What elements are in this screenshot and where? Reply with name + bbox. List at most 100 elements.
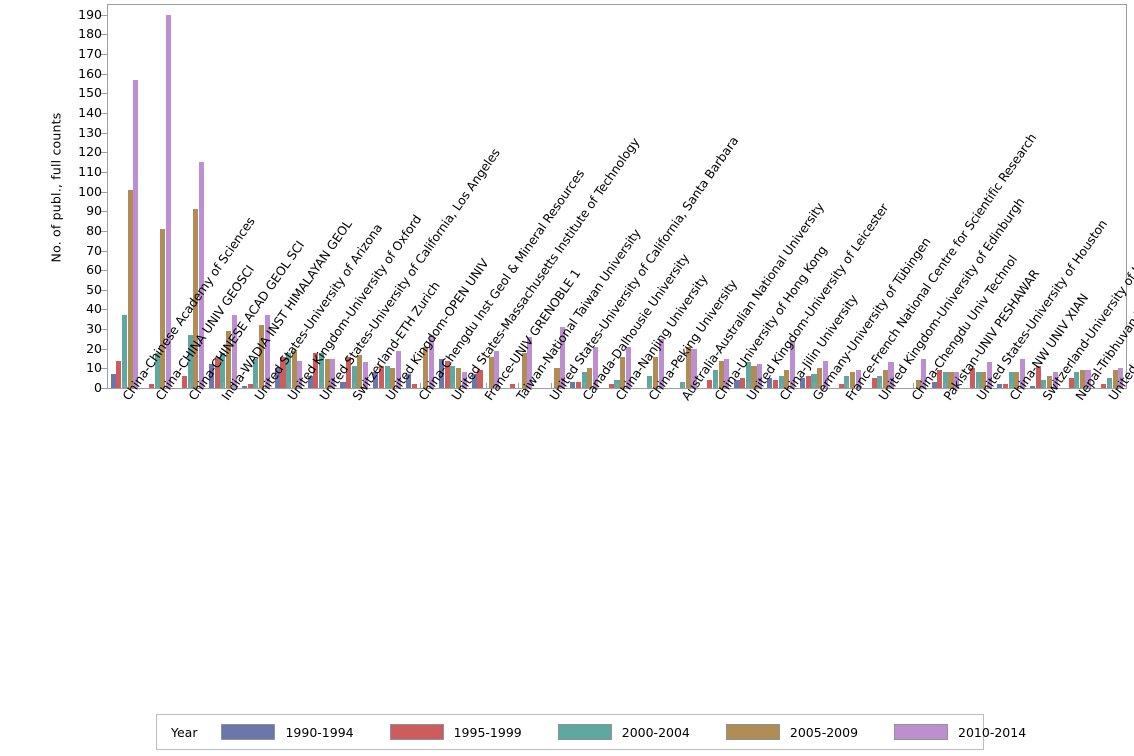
bar xyxy=(521,352,527,388)
bar-group xyxy=(1027,5,1060,388)
bar xyxy=(461,372,467,388)
bar xyxy=(778,376,784,388)
bar xyxy=(614,380,620,388)
bar xyxy=(220,352,226,388)
y-tick-mark xyxy=(101,270,107,272)
bar xyxy=(745,362,751,388)
legend-entry[interactable]: 2005-2009 xyxy=(725,724,859,740)
bar xyxy=(241,386,247,388)
x-tick-mark xyxy=(879,383,881,388)
bar xyxy=(817,368,823,388)
bar xyxy=(942,372,948,388)
bar-group xyxy=(633,5,666,388)
bar xyxy=(620,356,626,388)
legend-entry[interactable]: 1990-1994 xyxy=(221,724,354,740)
bar xyxy=(718,360,724,388)
bar xyxy=(937,370,943,388)
y-tick-label: 170 xyxy=(78,45,102,61)
y-tick-mark xyxy=(101,388,107,389)
bar xyxy=(346,356,352,388)
bar xyxy=(981,372,987,388)
y-tick-mark xyxy=(101,289,107,291)
bar xyxy=(1041,380,1047,388)
y-tick-mark xyxy=(101,93,107,95)
x-tick-mark xyxy=(715,383,717,388)
y-tick-label: 150 xyxy=(78,85,102,101)
bar xyxy=(231,315,237,388)
legend-swatch xyxy=(725,724,780,740)
bar xyxy=(1052,372,1058,388)
bar xyxy=(784,370,790,388)
bar xyxy=(121,315,127,388)
bar xyxy=(1112,370,1118,388)
legend-title: Year xyxy=(171,724,198,740)
y-tick-label: 130 xyxy=(78,124,102,140)
y-tick-label: 180 xyxy=(78,26,102,42)
bar-group xyxy=(666,5,699,388)
bar xyxy=(554,368,560,388)
y-tick-mark xyxy=(101,191,107,193)
bar xyxy=(800,378,806,388)
y-tick-mark xyxy=(101,152,107,154)
bar xyxy=(318,352,324,388)
bar xyxy=(625,346,631,388)
y-tick-label: 140 xyxy=(78,104,102,120)
y-tick-label: 190 xyxy=(78,6,102,22)
legend-label: 2005-2009 xyxy=(789,724,859,740)
bar xyxy=(390,368,396,388)
bar xyxy=(1079,370,1085,388)
y-tick-mark xyxy=(101,348,107,350)
bar xyxy=(757,364,763,388)
x-tick-mark xyxy=(846,383,848,388)
x-tick-mark xyxy=(124,383,126,388)
bar xyxy=(1008,372,1014,388)
bar xyxy=(357,354,363,388)
x-tick-mark xyxy=(945,383,947,388)
y-tick-label: 30 xyxy=(86,320,102,336)
bar xyxy=(384,366,390,388)
legend-entry[interactable]: 2010-2014 xyxy=(894,724,1026,740)
y-tick-label: 160 xyxy=(78,65,102,81)
bar-group xyxy=(239,5,272,388)
bar xyxy=(209,364,215,388)
legend-swatch xyxy=(894,724,949,740)
y-tick-mark xyxy=(101,113,107,115)
x-tick-mark xyxy=(1076,383,1078,388)
bar xyxy=(181,376,187,388)
bar xyxy=(1046,376,1053,388)
x-tick-mark xyxy=(222,383,224,388)
y-tick-mark xyxy=(101,73,107,75)
bar xyxy=(915,380,921,388)
bar xyxy=(647,376,653,388)
x-tick-mark xyxy=(781,383,783,388)
bar xyxy=(931,382,937,388)
legend-swatch xyxy=(221,724,276,740)
bar xyxy=(805,376,811,388)
bar xyxy=(724,358,730,388)
bar-group xyxy=(699,5,732,388)
y-tick-label: 90 xyxy=(86,202,102,218)
bar xyxy=(165,14,172,388)
bar xyxy=(1019,358,1025,388)
bar xyxy=(767,378,773,388)
bar xyxy=(740,378,746,388)
bar xyxy=(428,334,434,388)
bar xyxy=(997,384,1003,388)
y-tick-mark xyxy=(101,230,107,232)
plot-area xyxy=(107,4,1127,389)
bar xyxy=(970,368,976,388)
bar xyxy=(822,360,828,388)
bar xyxy=(324,358,330,388)
bar xyxy=(838,384,844,388)
bar xyxy=(363,362,369,388)
x-tick-mark xyxy=(649,383,651,388)
x-tick-mark xyxy=(978,383,980,388)
legend-entry[interactable]: 1995-1999 xyxy=(389,724,522,740)
y-tick-label: 40 xyxy=(86,301,102,317)
y-tick-mark xyxy=(101,250,107,252)
legend-entry[interactable]: 2000-2004 xyxy=(557,724,690,740)
bar-group xyxy=(601,5,634,388)
y-tick-label: 70 xyxy=(86,242,102,258)
bar-group xyxy=(896,5,929,388)
y-tick-mark xyxy=(101,309,107,311)
